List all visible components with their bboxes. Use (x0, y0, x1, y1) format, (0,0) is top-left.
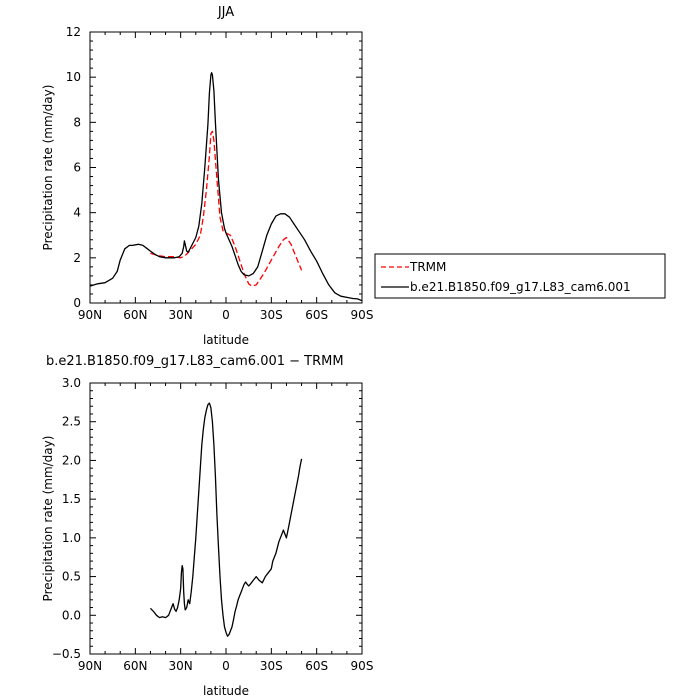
x-tick-label: 60N (123, 659, 147, 673)
x-tick-label: 90S (351, 308, 374, 322)
x-tick-label: 90N (78, 308, 102, 322)
series-line-0 (149, 402, 303, 637)
y-tick-label: 8 (73, 115, 81, 129)
y-tick-label: 12 (66, 25, 81, 39)
x-tick-label: 90N (78, 659, 102, 673)
bottom-panel: b.e21.B1850.f09_g17.L83_cam6.001 − TRMM 9… (41, 354, 373, 698)
series-line-0 (150, 130, 303, 287)
y-tick-label: 6 (73, 161, 81, 175)
legend-label: TRMM (409, 260, 446, 274)
series-line-1 (89, 72, 363, 302)
y-axis-label: Precipitation rate (mm/day) (41, 436, 55, 602)
y-tick-label: 0 (73, 296, 81, 310)
x-tick-label: 30N (169, 308, 193, 322)
x-tick-label: 30S (260, 659, 283, 673)
y-tick-label: 0.5 (62, 570, 81, 584)
y-tick-label: 0.0 (62, 608, 81, 622)
y-tick-label: 10 (66, 70, 81, 84)
plot-frame (89, 382, 363, 655)
y-tick-label: 2.5 (62, 415, 81, 429)
legend-box (374, 253, 666, 299)
y-tick-label: 2.0 (62, 453, 81, 467)
x-axis-label: latitude (203, 333, 249, 347)
legend-label: b.e21.B1850.f09_g17.L83_cam6.001 (410, 280, 631, 294)
x-tick-label: 60S (305, 659, 328, 673)
y-tick-label: 1.5 (62, 492, 81, 506)
chart-title: b.e21.B1850.f09_g17.L83_cam6.001 − TRMM (46, 354, 344, 369)
top-panel: JJA 90N 60N 30N 0 30S 60S 90S 0 2 4 6 8 10 12 latitude P… (41, 5, 666, 347)
y-tick-label: 4 (73, 206, 81, 220)
y-tick-label: 1.0 (62, 531, 81, 545)
x-axis-label: latitude (203, 684, 249, 698)
y-axis-label: Precipitation rate (mm/day) (41, 85, 55, 251)
x-tick-label: 0 (222, 308, 230, 322)
chart-title: JJA (217, 5, 234, 20)
x-tick-label: 60S (305, 308, 328, 322)
y-tick-label: 3.0 (62, 376, 81, 390)
x-tick-label: 30N (169, 659, 193, 673)
x-tick-label: 60N (123, 308, 147, 322)
x-tick-label: 30S (260, 308, 283, 322)
x-tick-label: 0 (222, 659, 230, 673)
plot-frame (89, 31, 363, 304)
y-tick-label: 2 (73, 251, 81, 265)
x-tick-label: 90S (351, 659, 374, 673)
y-tick-label: −0.5 (52, 647, 81, 661)
